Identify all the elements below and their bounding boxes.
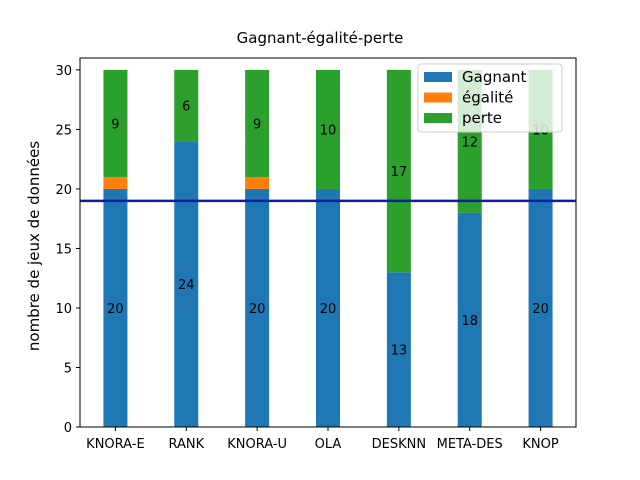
legend-entry-Gagnant: Gagnant	[462, 68, 527, 86]
data-label-perte-KNORA-E: 9	[111, 117, 119, 132]
bars-layer	[103, 69, 553, 428]
legend-entry-perte: perte	[462, 109, 502, 127]
data-label-Gagnant-META-DES: 18	[461, 314, 478, 329]
chart-title: Gagnant-égalité-perte	[237, 29, 404, 47]
y-tick-label: 0	[64, 421, 72, 436]
legend: Gagnant égalité perte	[417, 63, 563, 133]
x-tick-label: KNORA-E	[86, 437, 145, 452]
data-label-Gagnant-OLA: 20	[320, 302, 337, 317]
y-tick-label: 10	[55, 302, 72, 317]
bar-égalité-KNORA-E	[103, 177, 128, 189]
x-tick-label: OLA	[315, 437, 342, 452]
x-tick-label: DESKNN	[372, 437, 426, 452]
data-label-perte-RANK: 6	[182, 100, 190, 115]
bar-Gagnant-KNOP	[528, 188, 553, 427]
data-label-perte-META-DES: 12	[461, 135, 478, 150]
bar-Gagnant-RANK	[174, 141, 199, 428]
bar-Gagnant-DESKNN	[386, 272, 411, 427]
x-axis-ticks: KNORA-E RANK KNORA-U OLA DESKNN META-DES KNOP	[86, 427, 559, 452]
legend-swatch-égalité	[424, 92, 452, 103]
y-tick-label: 20	[55, 183, 72, 198]
data-label-perte-OLA: 10	[320, 123, 337, 138]
y-tick-label: 15	[55, 242, 72, 257]
legend-swatch-Gagnant	[424, 72, 452, 82]
bar-Gagnant-KNORA-U	[245, 188, 270, 427]
bar-perte-KNORA-U	[245, 69, 270, 178]
data-label-Gagnant-RANK: 24	[178, 278, 195, 293]
x-tick-label: KNOP	[522, 437, 558, 452]
bar-Gagnant-OLA	[316, 188, 340, 427]
y-axis-label: nombre de jeux de données	[25, 141, 43, 351]
y-tick-label: 5	[64, 361, 72, 376]
bar-perte-KNORA-E	[103, 69, 128, 178]
x-tick-label: RANK	[168, 437, 204, 452]
data-label-Gagnant-KNORA-U: 20	[249, 302, 266, 317]
bar-égalité-KNORA-U	[245, 177, 270, 189]
data-label-Gagnant-KNORA-E: 20	[107, 302, 124, 317]
legend-entry-égalité: égalité	[462, 89, 513, 107]
x-tick-label: META-DES	[437, 437, 503, 452]
data-label-Gagnant-KNOP: 20	[532, 302, 549, 317]
data-label-perte-DESKNN: 17	[391, 165, 408, 180]
data-label-Gagnant-DESKNN: 13	[391, 344, 408, 359]
y-axis-ticks: 0 5 10 15 20 25 30	[55, 64, 80, 436]
bar-perte-RANK	[174, 69, 199, 142]
legend-box	[417, 63, 563, 133]
bar-perte-DESKNN	[386, 69, 411, 273]
y-tick-label: 30	[55, 64, 72, 79]
bar-Gagnant-KNORA-E	[103, 188, 128, 427]
y-tick-label: 25	[55, 123, 72, 138]
legend-swatch-perte	[424, 113, 452, 123]
bar-perte-OLA	[316, 69, 340, 189]
data-label-perte-KNORA-U: 9	[253, 117, 261, 132]
x-tick-label: KNORA-U	[227, 437, 287, 452]
bar-Gagnant-META-DES	[457, 212, 482, 427]
